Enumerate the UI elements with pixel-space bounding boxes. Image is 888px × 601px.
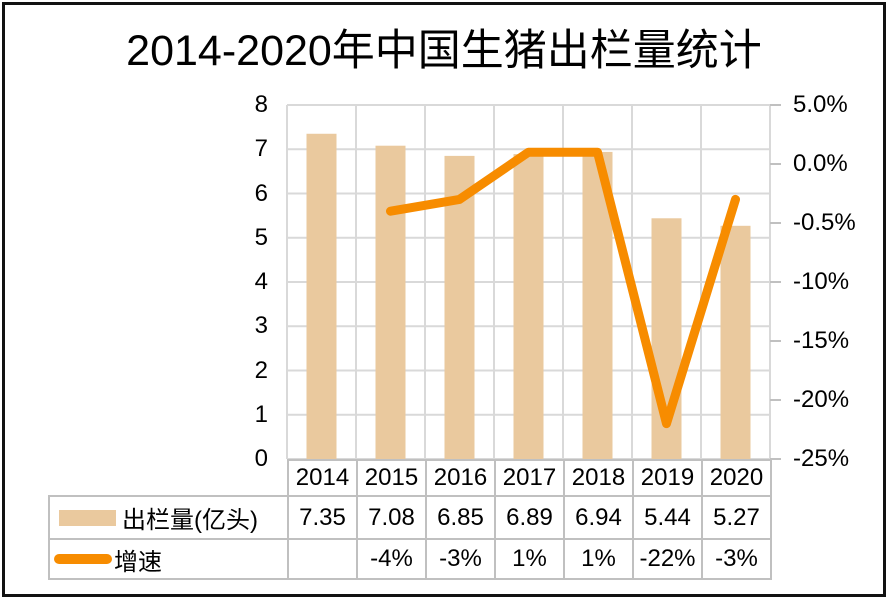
bar-value-cell: 5.44 [632,495,703,540]
line-legend-swatch-icon [54,554,112,564]
left-axis-tick-label: 3 [254,312,268,340]
left-axis-tick-label: 1 [254,400,268,428]
bar-value-cell: 6.89 [494,495,565,540]
line-value-cell: -3% [425,538,496,580]
bar-legend-label: 出栏量(亿头) [122,507,258,534]
right-axis-tick-label: -0.5% [793,209,856,236]
bar-value-cell: 6.85 [425,495,496,540]
year-header-cell: 2018 [563,459,634,497]
line-value-cell: -3% [701,538,772,580]
year-header-cell: 2014 [287,459,358,497]
right-axis-tick-label: -25% [793,445,850,472]
year-header-cell: 2017 [494,459,565,497]
year-header-cell: 2015 [356,459,427,497]
growth-line [386,147,740,429]
line-value-cell: -22% [632,538,703,580]
right-axis-tick-label: -15% [793,327,850,354]
table-corner-spacer [49,460,288,496]
line-legend-cell: 增速 [48,538,289,580]
table-row-bar-series: 出栏量(亿头) 7.35 7.08 6.85 6.89 6.94 5.44 5.… [48,495,772,540]
bar [720,225,751,459]
bar-value-cell: 7.35 [287,495,358,540]
left-axis-tick-label: 7 [254,135,268,163]
left-axis-tick-label: 6 [254,179,268,207]
table-row-years: 2014 2015 2016 2017 2018 2019 2020 [49,459,772,497]
bar [375,145,406,459]
bar-value-cell: 7.08 [356,495,427,540]
right-axis-tick-label: -20% [793,386,850,413]
year-header-cell: 2020 [701,459,772,497]
chart-title: 2014-2020年中国生猪出栏量统计 [126,27,762,75]
left-axis-tick-label: 5 [254,223,268,251]
year-header-cell: 2016 [425,459,496,497]
left-axis-tick-label: 8 [254,91,268,118]
left-axis-tick-label: 4 [254,268,268,295]
left-axis-tick-label: 0 [254,445,268,472]
bar [444,155,475,459]
line-value-cell [287,538,358,580]
line-value-cell: -4% [356,538,427,580]
table-row-line-series: 增速 -4% -3% 1% 1% -22% -3% [48,538,772,580]
bar-legend-swatch-icon [59,509,116,526]
bar-legend-cell: 出栏量(亿头) [48,495,289,540]
line-value-cell: 1% [494,538,565,580]
bar-value-cell: 6.94 [563,495,634,540]
line-value-cell: 1% [563,538,634,580]
right-axis-tick-label: -10% [793,268,850,295]
right-axis-tick-label: 5.0% [793,91,848,118]
data-table: 2014 2015 2016 2017 2018 2019 2020 出栏量(亿… [48,459,772,580]
bar [306,133,337,459]
year-header-cell: 2019 [632,459,703,497]
line-legend-label: 增速 [114,548,162,576]
left-axis-tick-label: 2 [254,356,268,384]
bar-value-cell: 5.27 [701,495,772,540]
bar [513,154,544,459]
right-axis-tick-label: 0.0% [793,150,848,177]
